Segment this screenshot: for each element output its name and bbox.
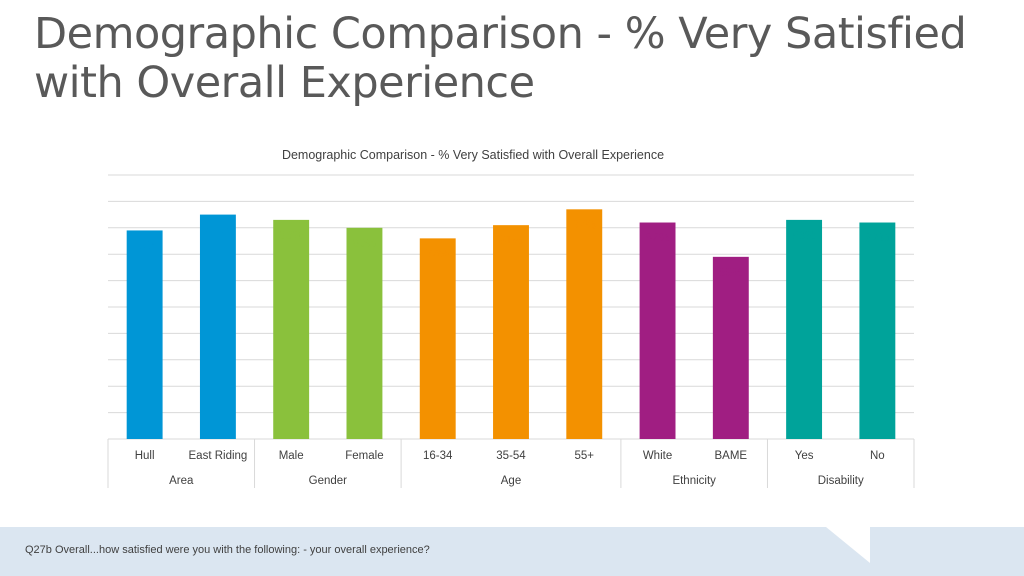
tick-label: Yes [795, 450, 814, 462]
footer-notch [826, 527, 870, 563]
slide-title: Demographic Comparison - % Very Satisfie… [34, 9, 967, 108]
group-label: Ethnicity [672, 475, 716, 487]
data-label: 81% [499, 233, 523, 247]
group-label: Disability [818, 475, 864, 487]
tick-label: 16-34 [423, 450, 453, 462]
tick-label: White [643, 450, 672, 462]
bar [786, 219, 823, 439]
bar [859, 222, 896, 439]
data-label: 69% [719, 265, 743, 279]
bar [346, 227, 383, 439]
bar [199, 214, 236, 439]
bar [419, 238, 456, 439]
data-label: 80% [352, 236, 376, 250]
chart-title: Demographic Comparison - % Very Satisfie… [281, 148, 665, 162]
data-label: 82% [865, 231, 889, 245]
data-label: 79% [133, 238, 157, 252]
bar [712, 256, 749, 439]
bar [639, 222, 676, 439]
tick-label: Male [279, 450, 304, 462]
data-label: 85% [206, 223, 230, 237]
tick-label: No [870, 450, 885, 462]
footer-question-text: Q27b Overall...how satisfied were you wi… [25, 544, 430, 556]
bar [566, 209, 603, 439]
group-label: Area [169, 475, 194, 487]
group-label: Gender [309, 475, 348, 487]
group-label: Age [501, 475, 521, 487]
data-label: 87% [572, 217, 596, 231]
data-label: 76% [426, 246, 450, 260]
tick-label: East Riding [189, 450, 248, 462]
tick-label: BAME [715, 450, 748, 462]
tick-label: 35-54 [496, 450, 526, 462]
tick-label: 55+ [575, 450, 595, 462]
tick-label: Hull [135, 450, 155, 462]
bar [126, 230, 163, 439]
tick-label: Female [345, 450, 383, 462]
data-label: 83% [792, 228, 816, 242]
data-label: 82% [646, 231, 670, 245]
bar [493, 225, 529, 439]
bar [273, 219, 310, 439]
data-label: 83% [279, 228, 303, 242]
